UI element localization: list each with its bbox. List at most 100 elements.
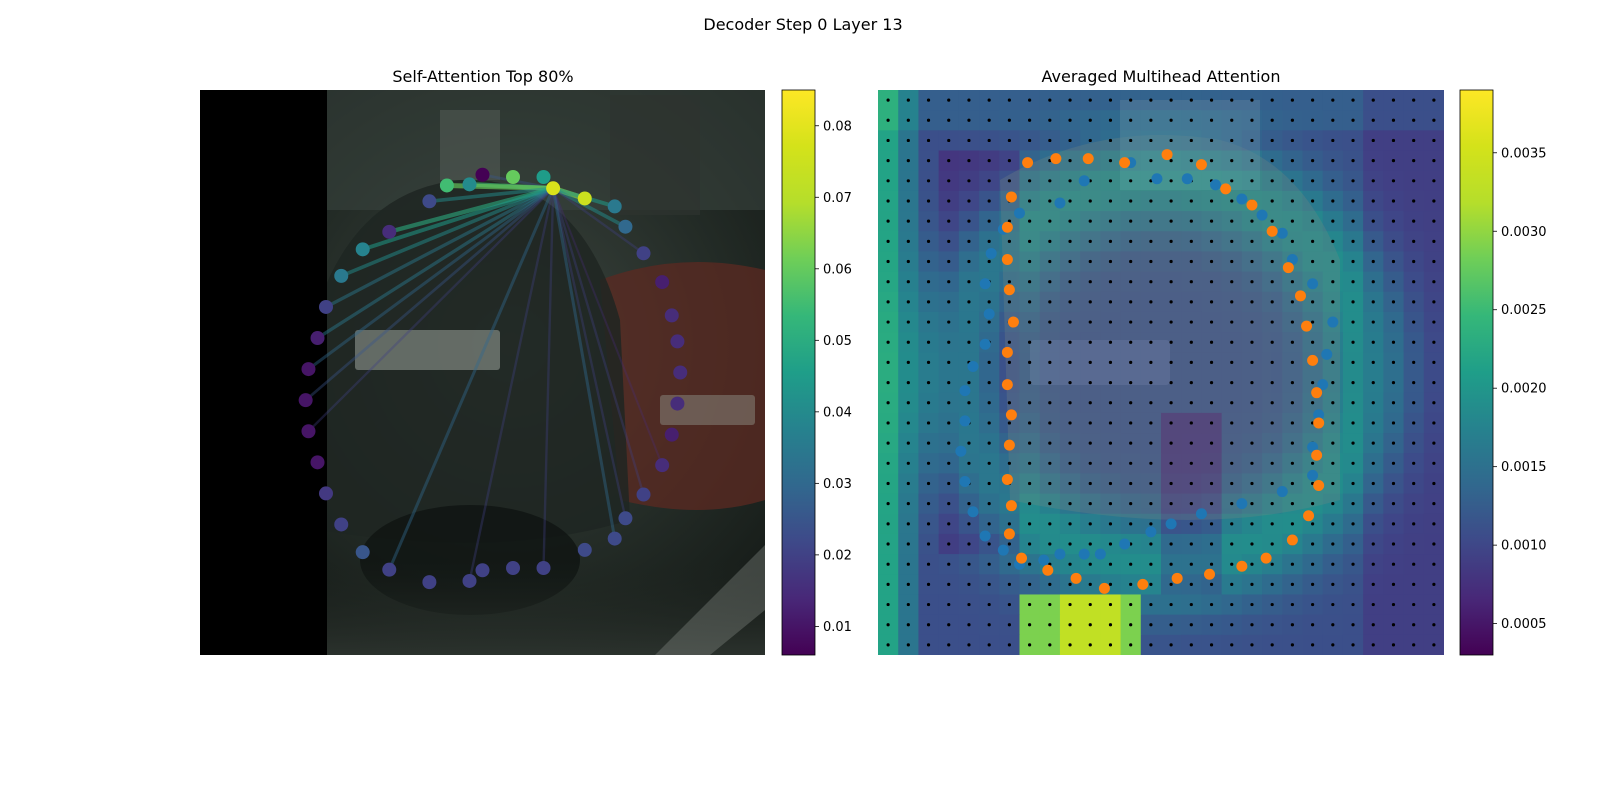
grid-dot bbox=[886, 239, 890, 243]
grid-dot bbox=[1250, 643, 1254, 647]
grid-dot bbox=[886, 441, 890, 445]
grid-dot bbox=[1169, 441, 1173, 445]
grid-dot bbox=[1412, 643, 1416, 647]
grid-dot bbox=[1270, 219, 1274, 223]
grid-dot bbox=[1371, 179, 1375, 183]
grid-dot bbox=[906, 602, 910, 607]
grid-dot bbox=[1209, 138, 1214, 143]
grid-dot bbox=[1088, 421, 1092, 425]
grid-dot bbox=[967, 300, 971, 304]
query-point bbox=[355, 545, 370, 560]
grid-dot bbox=[1371, 98, 1375, 102]
grid-dot bbox=[1412, 320, 1416, 324]
query-point bbox=[301, 362, 316, 377]
grid-dot bbox=[1331, 179, 1335, 183]
grid-dot bbox=[1270, 380, 1274, 385]
grid-dot bbox=[1331, 199, 1335, 203]
prediction-point bbox=[1311, 387, 1323, 399]
grid-dot bbox=[1028, 280, 1032, 284]
grid-dot bbox=[1311, 259, 1315, 264]
grid-dot bbox=[1189, 159, 1193, 163]
query-point bbox=[664, 308, 679, 323]
grid-dot bbox=[1270, 401, 1274, 405]
grid-dot bbox=[1250, 502, 1254, 506]
grid-dot bbox=[967, 118, 971, 122]
grid-dot bbox=[1371, 118, 1375, 122]
prediction-point bbox=[1195, 508, 1207, 520]
grid-dot bbox=[987, 481, 991, 486]
grid-dot bbox=[1209, 502, 1214, 506]
grid-dot bbox=[1412, 441, 1416, 445]
grid-dot bbox=[906, 380, 910, 385]
grid-dot bbox=[967, 602, 971, 607]
query-point bbox=[607, 199, 622, 214]
grid-dot bbox=[906, 159, 910, 163]
grid-dot bbox=[1230, 360, 1234, 365]
prediction-point bbox=[1014, 207, 1025, 219]
query-point bbox=[318, 486, 333, 501]
grid-dot bbox=[1149, 562, 1153, 566]
attention-edge bbox=[551, 186, 628, 229]
grid-dot bbox=[1209, 461, 1214, 465]
grid-dot bbox=[1068, 340, 1072, 344]
grid-dot bbox=[1371, 401, 1375, 405]
grid-dot bbox=[1068, 118, 1072, 122]
grid-dot bbox=[1149, 602, 1153, 607]
grid-dot bbox=[1068, 98, 1072, 102]
grid-dot bbox=[1149, 401, 1153, 405]
grid-dot bbox=[906, 259, 910, 264]
grid-dot bbox=[1351, 259, 1355, 264]
colorbar-tick-label: 0.02 bbox=[823, 548, 852, 563]
grid-dot bbox=[1028, 421, 1032, 425]
grid-dot bbox=[1412, 582, 1416, 586]
grid-dot bbox=[1311, 118, 1315, 122]
prediction-point bbox=[1005, 500, 1017, 512]
query-point bbox=[664, 427, 679, 442]
prediction-point bbox=[1054, 548, 1066, 560]
grid-dot bbox=[1189, 118, 1193, 122]
grid-dot bbox=[1230, 179, 1234, 183]
grid-dot bbox=[1391, 461, 1396, 465]
grid-dot bbox=[1068, 502, 1072, 506]
colorbar-tick-label: 0.06 bbox=[823, 262, 852, 277]
grid-dot bbox=[1290, 380, 1294, 385]
prediction-point bbox=[1181, 173, 1193, 185]
prediction-point bbox=[1307, 469, 1319, 481]
grid-dot bbox=[1351, 98, 1355, 102]
grid-dot bbox=[1351, 239, 1355, 243]
grid-dot bbox=[1290, 522, 1294, 526]
grid-dot bbox=[1391, 239, 1396, 243]
grid-dot bbox=[1432, 340, 1436, 344]
grid-dot bbox=[1189, 280, 1193, 284]
prediction-point bbox=[1078, 548, 1090, 560]
query-point bbox=[607, 531, 622, 546]
prediction-point bbox=[1307, 354, 1319, 366]
grid-dot bbox=[926, 320, 931, 324]
grid-dot bbox=[926, 118, 931, 122]
grid-dot bbox=[1331, 401, 1335, 405]
grid-dot bbox=[1048, 118, 1052, 122]
grid-dot bbox=[1209, 259, 1214, 264]
grid-dot bbox=[1432, 461, 1436, 465]
colorbar-tick-label: 0.0005 bbox=[1501, 617, 1547, 632]
grid-dot bbox=[947, 582, 951, 586]
grid-dot bbox=[1230, 138, 1234, 143]
grid-dot bbox=[1068, 380, 1072, 385]
grid-dot bbox=[1331, 219, 1335, 223]
grid-dot bbox=[1048, 98, 1052, 102]
grid-dot bbox=[1311, 542, 1315, 546]
grid-dot bbox=[1250, 481, 1254, 486]
grid-dot bbox=[906, 138, 910, 143]
grid-dot bbox=[987, 300, 991, 304]
grid-dot bbox=[967, 280, 971, 284]
grid-dot bbox=[1007, 542, 1011, 546]
grid-dot bbox=[1432, 401, 1436, 405]
grid-dot bbox=[906, 239, 910, 243]
grid-dot bbox=[1048, 602, 1052, 607]
grid-dot bbox=[947, 340, 951, 344]
grid-dot bbox=[1391, 360, 1396, 365]
grid-dot bbox=[1028, 259, 1032, 264]
grid-dot bbox=[906, 582, 910, 586]
grid-dot bbox=[1209, 159, 1214, 163]
grid-dot bbox=[1007, 582, 1011, 586]
